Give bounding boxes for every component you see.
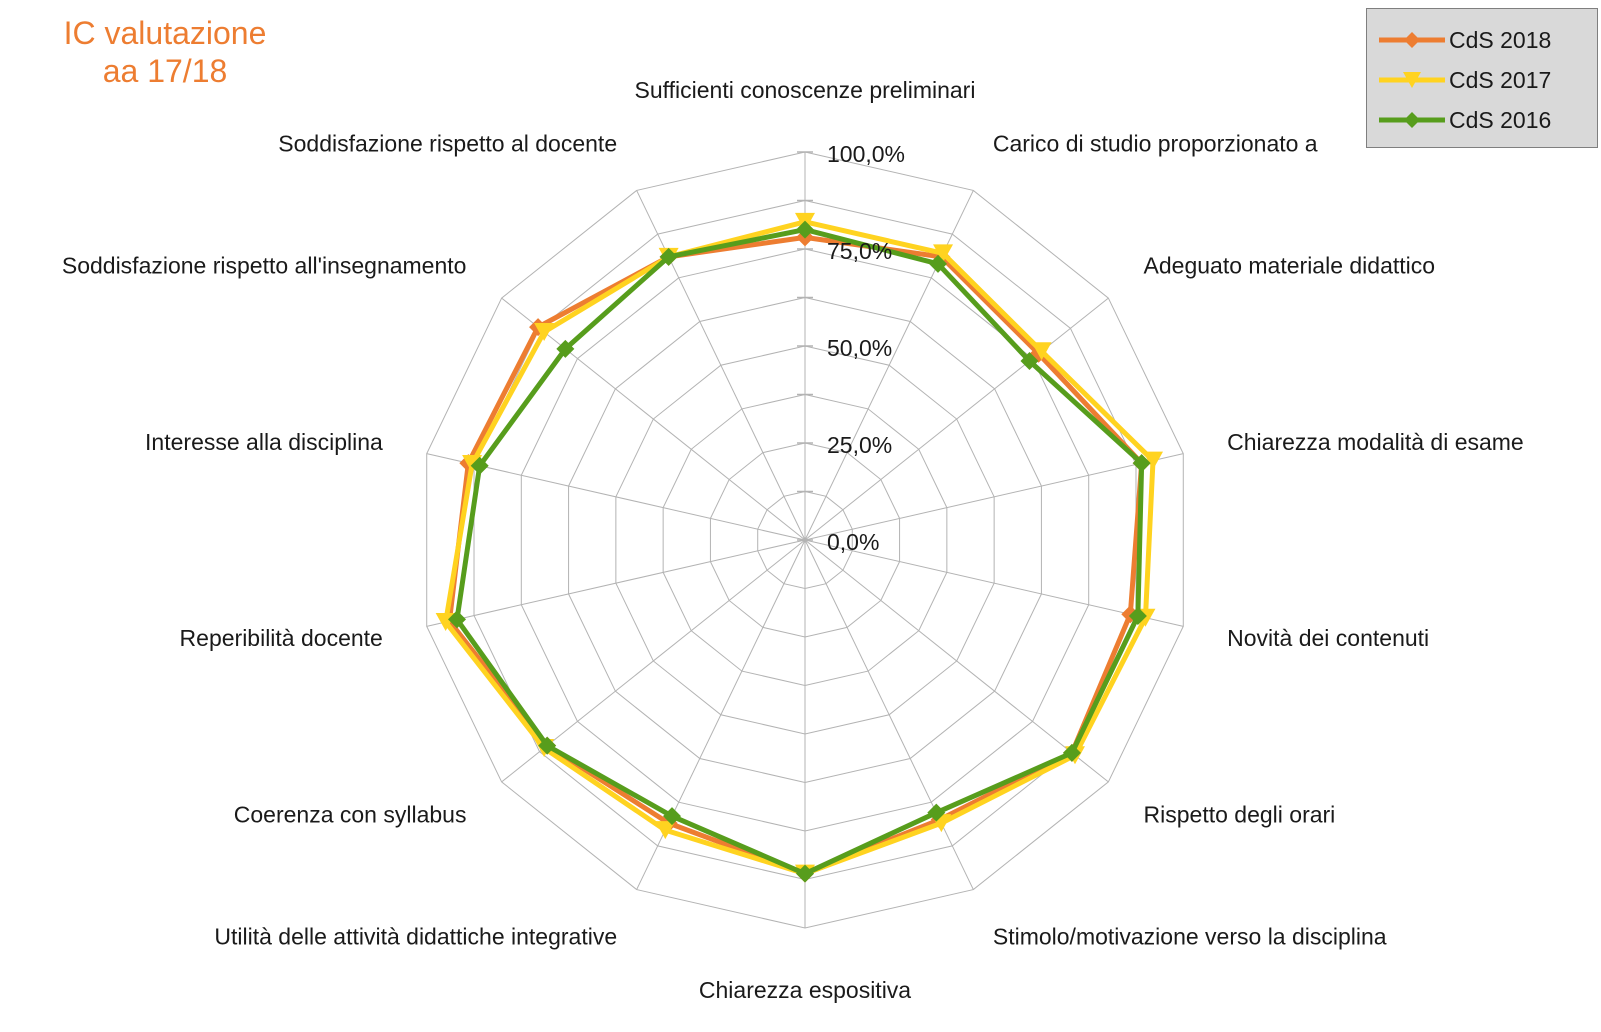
legend-item-cds-2017: CdS 2017 [1377, 61, 1551, 99]
category-label: Coerenza con syllabus [234, 801, 467, 827]
category-label: Interesse alla disciplina [145, 429, 383, 455]
data-point [927, 803, 946, 822]
category-label: Soddisfazione rispetto all'insegnamento [62, 253, 467, 279]
category-label: Rispetto degli orari [1144, 801, 1336, 827]
category-label: Carico di studio proporzionato a [993, 131, 1318, 157]
data-point [1062, 743, 1081, 762]
data-point [534, 322, 555, 341]
grid-spoke [501, 297, 806, 541]
grid-spoke [804, 539, 974, 890]
category-label: Reperibilità docente [180, 625, 383, 651]
chart-title: IC valutazione aa 17/18 [40, 14, 290, 90]
legend-label-cds-2018: CdS 2018 [1449, 26, 1552, 53]
category-label: Chiarezza modalità di esame [1227, 429, 1524, 455]
grid-spoke [804, 539, 1184, 627]
data-point [1132, 454, 1151, 473]
data-point [1128, 606, 1147, 625]
data-point [447, 610, 466, 629]
data-point [470, 456, 489, 475]
legend-label-cds-2017: CdS 2017 [1449, 66, 1552, 93]
data-point [538, 736, 557, 755]
data-point [1031, 342, 1052, 361]
data-point [796, 864, 814, 883]
category-label: Stimolo/motivazione verso la disciplina [993, 923, 1387, 949]
data-point [928, 254, 947, 273]
category-label: Sufficienti conoscenze preliminari [635, 77, 976, 103]
tick-label: 100,0% [827, 141, 905, 167]
radar-series [435, 212, 1164, 883]
tick-label: 0,0% [827, 529, 879, 555]
category-label: Chiarezza espositiva [699, 977, 911, 1003]
category-label: Adeguato materiale didattico [1144, 253, 1436, 279]
legend-item-cds-2016: CdS 2016 [1377, 101, 1551, 139]
data-point [556, 339, 575, 358]
data-point [1020, 351, 1039, 370]
tick-label: 50,0% [827, 335, 892, 361]
category-label: Novità dei contenuti [1227, 625, 1429, 651]
data-point [663, 807, 682, 826]
category-label: Soddisfazione rispetto al docente [278, 131, 617, 157]
legend-swatch-cds-2018 [1379, 32, 1445, 48]
data-point [933, 244, 954, 263]
grid-spoke [426, 453, 806, 541]
grid-spoke [804, 453, 1184, 541]
legend: CdS 2018 CdS 2017 CdS 2016 [1366, 8, 1598, 148]
radar-grid [426, 151, 1184, 929]
tick-label: 25,0% [827, 432, 892, 458]
chart-title-line-1: IC valutazione [63, 15, 267, 51]
radial-tick-labels: 0,0% 25,0% 50,0% 75,0% 100,0% [827, 141, 905, 555]
grid-spoke [804, 297, 1109, 541]
legend-swatch-cds-2016 [1379, 112, 1445, 128]
tick-label: 75,0% [827, 238, 892, 264]
category-labels: Sufficienti conoscenze preliminari Carico… [62, 77, 1524, 1003]
grid-spoke [804, 539, 1109, 783]
grid-spoke [426, 539, 806, 627]
chart-title-line-2: aa 17/18 [102, 53, 228, 89]
data-point [655, 821, 676, 840]
data-point [796, 220, 814, 239]
legend-item-cds-2018: CdS 2018 [1377, 21, 1551, 59]
data-point [659, 247, 678, 266]
data-point [1143, 451, 1164, 470]
legend-label-cds-2016: CdS 2016 [1449, 106, 1552, 133]
legend-swatch-cds-2017 [1379, 72, 1445, 88]
category-label: Utilità delle attività didattiche integr… [214, 923, 617, 949]
